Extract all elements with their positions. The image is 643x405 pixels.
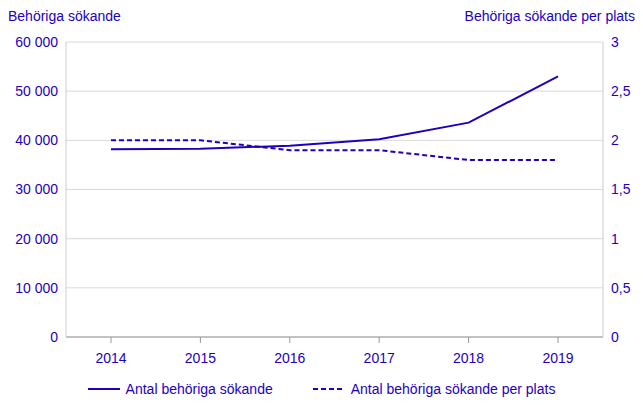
svg-text:2015: 2015 bbox=[185, 350, 216, 366]
html-text:Behöriga sökande per plats: Behöriga sökande per plats bbox=[464, 8, 635, 24]
svg-text:50 000: 50 000 bbox=[15, 83, 58, 99]
html-text:Antal behöriga sökande per pla: Antal behöriga sökande per plats bbox=[350, 381, 556, 397]
html-text:Behöriga sökande: Behöriga sökande bbox=[8, 8, 121, 24]
svg-text:0,5: 0,5 bbox=[611, 280, 631, 296]
svg-text:30 000: 30 000 bbox=[15, 181, 58, 197]
svg-text:2018: 2018 bbox=[453, 350, 484, 366]
svg-text:2016: 2016 bbox=[274, 350, 305, 366]
svg-text:60 000: 60 000 bbox=[15, 34, 58, 50]
svg-text:20 000: 20 000 bbox=[15, 231, 58, 247]
svg-text:3: 3 bbox=[611, 34, 619, 50]
svg-text:2017: 2017 bbox=[364, 350, 395, 366]
svg-text:40 000: 40 000 bbox=[15, 132, 58, 148]
svg-text:2019: 2019 bbox=[542, 350, 573, 366]
svg-text:2,5: 2,5 bbox=[611, 83, 631, 99]
svg-text:0: 0 bbox=[50, 329, 58, 345]
svg-text:0: 0 bbox=[611, 329, 619, 345]
svg-text:10 000: 10 000 bbox=[15, 280, 58, 296]
html-text:Antal behöriga sökande: Antal behöriga sökande bbox=[125, 381, 273, 397]
svg-text:2014: 2014 bbox=[95, 350, 126, 366]
svg-text:1,5: 1,5 bbox=[611, 181, 631, 197]
svg-text:2: 2 bbox=[611, 132, 619, 148]
svg-text:1: 1 bbox=[611, 231, 619, 247]
